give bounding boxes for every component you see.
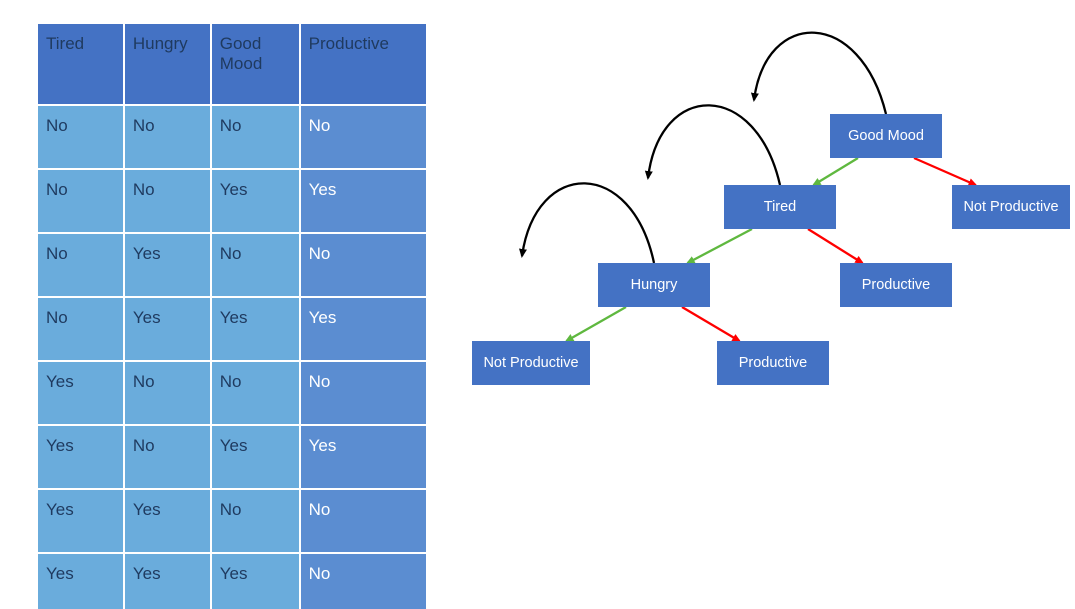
table-row: NoNoYesYes [38, 170, 426, 232]
tree-node-not-productive-l: Not Productive [472, 341, 590, 385]
table-cell: No [212, 362, 299, 424]
edge-arrow [566, 307, 626, 341]
table-head: TiredHungryGood MoodProductive [38, 24, 426, 104]
table-cell: No [301, 362, 426, 424]
table-cell: Yes [38, 490, 123, 552]
col-header: Tired [38, 24, 123, 104]
table-cell: Yes [125, 490, 210, 552]
table-cell: No [38, 234, 123, 296]
table-cell: Yes [212, 298, 299, 360]
table-cell: Yes [125, 298, 210, 360]
truth-table: TiredHungryGood MoodProductive NoNoNoNoN… [36, 22, 428, 609]
table-cell: No [38, 298, 123, 360]
tree-node-productive-r: Productive [840, 263, 952, 307]
tree-node-not-productive-r: Not Productive [952, 185, 1070, 229]
col-header: Good Mood [212, 24, 299, 104]
table-row: YesNoYesYes [38, 426, 426, 488]
col-header: Productive [301, 24, 426, 104]
edge-arrow [814, 158, 858, 185]
table-cell: No [212, 234, 299, 296]
table-header-row: TiredHungryGood MoodProductive [38, 24, 426, 104]
table-cell: Yes [212, 170, 299, 232]
table-cell: Yes [212, 426, 299, 488]
tree-node-label: Good Mood [848, 128, 924, 144]
edge-arrow [914, 158, 976, 185]
table-cell: Yes [212, 554, 299, 609]
tree-node-tired: Tired [724, 185, 836, 229]
table-row: NoNoNoNo [38, 106, 426, 168]
table-cell: Yes [301, 170, 426, 232]
edge-arrow [688, 229, 752, 263]
tree-node-hungry: Hungry [598, 263, 710, 307]
col-header: Hungry [125, 24, 210, 104]
tree-node-label: Hungry [631, 277, 678, 293]
table-cell: No [212, 490, 299, 552]
tree-node-productive-l: Productive [717, 341, 829, 385]
table-cell: No [301, 106, 426, 168]
table-cell: Yes [38, 426, 123, 488]
table-cell: Yes [125, 234, 210, 296]
table-cell: Yes [38, 554, 123, 609]
tree-node-label: Not Productive [963, 199, 1058, 215]
tree-node-good-mood: Good Mood [830, 114, 942, 158]
table-row: YesYesNoNo [38, 490, 426, 552]
table-cell: No [301, 490, 426, 552]
edge-arrow [808, 229, 862, 263]
table-cell: No [38, 170, 123, 232]
table-cell: No [125, 106, 210, 168]
table-cell: Yes [301, 298, 426, 360]
table-cell: No [125, 426, 210, 488]
table-body: NoNoNoNoNoNoYesYesNoYesNoNoNoYesYesYesYe… [38, 106, 426, 609]
table-cell: Yes [125, 554, 210, 609]
table-cell: Yes [301, 426, 426, 488]
table-cell: No [125, 170, 210, 232]
decision-tree-diagram: Good Mood Tired Hungry Not Productive Produc… [456, 0, 1075, 430]
table-row: YesYesYesNo [38, 554, 426, 609]
tree-node-label: Tired [764, 199, 797, 215]
tree-node-label: Productive [739, 355, 808, 371]
table-row: NoYesYesYes [38, 298, 426, 360]
table-cell: No [301, 234, 426, 296]
table-cell: No [212, 106, 299, 168]
table-row: YesNoNoNo [38, 362, 426, 424]
table-cell: No [38, 106, 123, 168]
page-root: TiredHungryGood MoodProductive NoNoNoNoN… [0, 0, 1075, 609]
table-cell: No [301, 554, 426, 609]
edge-arrow [682, 307, 739, 341]
arc-line [648, 105, 780, 185]
tree-node-label: Not Productive [483, 355, 578, 371]
table-cell: Yes [38, 362, 123, 424]
table-row: NoYesNoNo [38, 234, 426, 296]
arc-line [754, 33, 886, 114]
arc-line [522, 183, 654, 263]
table-cell: No [125, 362, 210, 424]
tree-node-label: Productive [862, 277, 931, 293]
